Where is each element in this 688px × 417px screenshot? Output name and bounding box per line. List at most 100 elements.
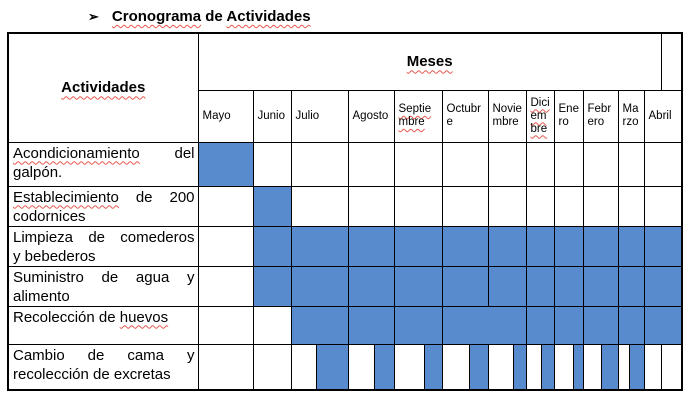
gantt-cell: [582, 305, 619, 345]
gantt-half-cell: [600, 343, 619, 391]
gantt-half-cell: [643, 343, 662, 391]
month-header-junio: Junio: [252, 89, 292, 143]
gantt-cell: [617, 141, 645, 187]
gantt-cell: [441, 185, 489, 227]
gantt-half-cell: [628, 343, 645, 391]
gantt-cell: [441, 265, 489, 307]
gantt-cell: [252, 343, 292, 391]
month-header-marzo: Ma rzo: [617, 89, 645, 143]
meses-header-cell: Meses: [197, 32, 662, 91]
gantt-half-cell: [393, 343, 425, 391]
arrow-bullet-icon: ➢: [88, 9, 99, 24]
month-header-julio: Julio: [290, 89, 349, 143]
row-limpieza: Limpieza de comederos y bebederos: [7, 225, 683, 267]
gantt-cell: [197, 185, 254, 227]
gantt-half-cell: [373, 343, 395, 391]
gantt-cell: [197, 225, 254, 267]
gantt-cell: [643, 265, 683, 307]
gantt-half-cell: [572, 343, 584, 391]
gantt-half-cell: [582, 343, 602, 391]
gantt-cell: [252, 225, 292, 267]
gantt-cell: [525, 141, 555, 187]
gantt-cell: [252, 141, 292, 187]
gantt-cell: [487, 185, 527, 227]
gantt-half-cell: [617, 343, 630, 391]
gantt-cell: [617, 225, 645, 267]
month-header-agosto: Agosto: [347, 89, 395, 143]
gantt-half-cell: [553, 343, 574, 391]
gantt-cell: [252, 305, 292, 345]
gantt-cell: [582, 185, 619, 227]
gantt-cell: [582, 265, 619, 307]
gantt-cell: [347, 225, 395, 267]
row-establecimiento: Establecimiento de 200 codornices: [7, 185, 683, 227]
activity-cell: Cambio de cama y recolección de excretas: [7, 343, 199, 391]
gantt-cell: [643, 305, 683, 345]
gantt-cell: [553, 141, 584, 187]
header-row-meses: Actividades Meses: [7, 32, 682, 143]
gantt-cell: [643, 141, 683, 187]
header-row-months: Mayo Junio Julio Agosto Septie mbre Octub…: [8, 89, 683, 143]
gantt-cell: [347, 305, 395, 345]
month-header-diciembre: Dici em bre: [525, 89, 555, 143]
month-header-octubre: Octubr e: [441, 89, 489, 143]
gantt-cell: [290, 185, 349, 227]
gantt-cell: [393, 305, 443, 345]
gantt-cell: [582, 141, 619, 187]
month-header-noviembre: Novie mbre: [487, 89, 527, 143]
gantt-cell: [617, 265, 645, 307]
gantt-cell: [553, 305, 584, 345]
gantt-cell: [290, 265, 349, 307]
page-title: ➢ Cronograma de Actividades: [88, 8, 688, 25]
gantt-half-cell: [468, 343, 489, 391]
activity-cell: Acondicionamiento del galpón.: [7, 141, 199, 187]
gantt-half-cell: [290, 343, 317, 391]
gantt-cell: [347, 265, 395, 307]
month-header-febrero: Febr ero: [582, 89, 619, 143]
gantt-cell: [252, 185, 292, 227]
gantt-cell: [393, 141, 443, 187]
gantt-cell: [347, 141, 395, 187]
gantt-cell: [553, 265, 584, 307]
row-suministro: Suministro de agua y alimento: [7, 265, 683, 307]
gantt-cell: [290, 141, 349, 187]
gantt-cell: [290, 305, 349, 345]
month-header-mayo: Mayo: [197, 89, 254, 143]
gantt-cell: [441, 141, 489, 187]
gantt-half-cell: [512, 343, 527, 391]
gantt-cell: [643, 185, 683, 227]
gantt-cell: [197, 141, 254, 187]
gantt-cell: [525, 185, 555, 227]
gantt-cell: [487, 225, 527, 267]
gantt-cell: [197, 343, 254, 391]
gantt-cell: [525, 305, 555, 345]
gantt-half-cell: [525, 343, 542, 391]
gantt-cell: [197, 265, 254, 307]
gantt-cell: [393, 265, 443, 307]
gantt-cell: [197, 305, 254, 345]
gantt-cell: [617, 185, 645, 227]
month-header-septiembre: Septie mbre: [393, 89, 443, 143]
row-cambio-cama: Cambio de cama y recolección de excretas: [7, 343, 683, 391]
gantt-cell: [252, 265, 292, 307]
activity-cell: Establecimiento de 200 codornices: [7, 185, 199, 227]
gantt-half-cell: [487, 343, 514, 391]
gantt-cell: [441, 225, 489, 267]
gantt-cell: [290, 225, 349, 267]
gantt-half-cell: [315, 343, 349, 391]
gantt-cell: [525, 265, 555, 307]
gantt-half-cell: [540, 343, 555, 391]
gantt-cell: [347, 185, 395, 227]
cronograma-table: Actividades Meses Mayo Junio Julio Agost…: [7, 32, 684, 391]
gantt-cell: [643, 225, 683, 267]
row-recoleccion-huevos: Recolección de huevos: [7, 305, 683, 345]
gantt-cell: [393, 185, 443, 227]
gantt-cell: [582, 225, 619, 267]
gantt-half-cell: [347, 343, 375, 391]
gantt-cell: [553, 225, 584, 267]
activity-cell: Suministro de agua y alimento: [7, 265, 199, 307]
gantt-half-cell: [660, 343, 683, 391]
activity-cell: Limpieza de comederos y bebederos: [7, 225, 199, 267]
month-header-enero: Ene ro: [553, 89, 584, 143]
gantt-cell: [487, 141, 527, 187]
